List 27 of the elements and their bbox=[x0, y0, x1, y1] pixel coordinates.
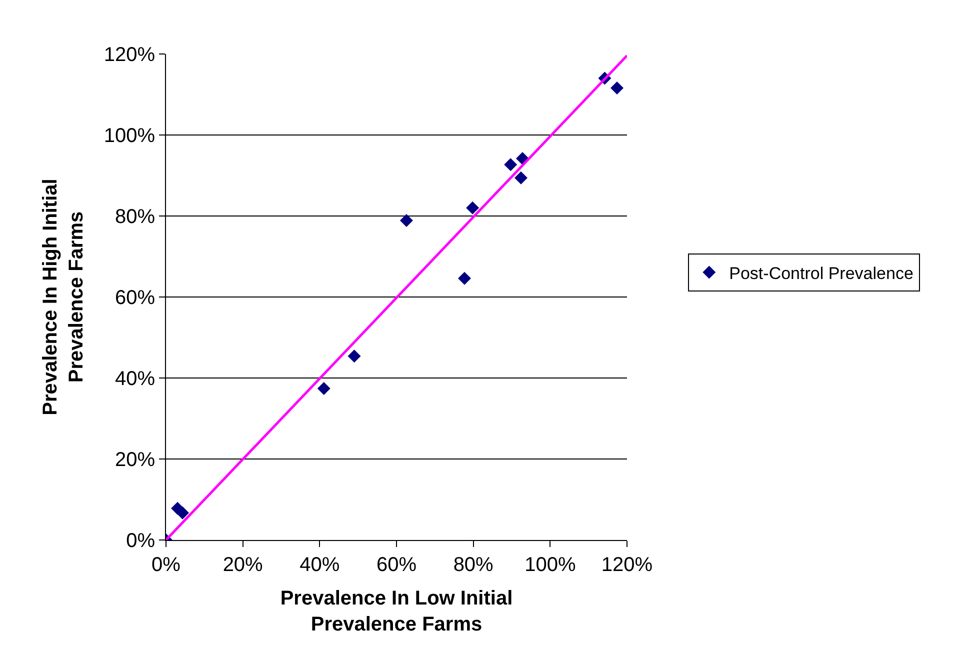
point bbox=[317, 382, 330, 396]
y-tick-label: 40% bbox=[114, 368, 156, 390]
point bbox=[504, 158, 518, 172]
x-tick-label: 100% bbox=[524, 554, 576, 576]
y-tick-label: 20% bbox=[114, 449, 156, 471]
x-axis-title: Prevalence In Low Initial Prevalence Farms bbox=[280, 588, 513, 636]
point bbox=[466, 201, 480, 214]
point bbox=[514, 171, 528, 184]
y-tick-label: 80% bbox=[114, 206, 156, 228]
x-tick-label: 120% bbox=[601, 554, 653, 576]
point bbox=[348, 350, 361, 363]
x-tick-label: 40% bbox=[300, 554, 340, 576]
y-tick-label: 100% bbox=[104, 125, 156, 147]
point bbox=[176, 506, 190, 520]
y-tick-label: 120% bbox=[104, 44, 156, 66]
x-tick-label: 0% bbox=[152, 554, 181, 576]
point bbox=[610, 82, 624, 95]
x-tick-label: 20% bbox=[222, 554, 264, 576]
y-axis-title: Prevalence In High Initial Prevalence Farms bbox=[39, 178, 88, 416]
point bbox=[458, 272, 471, 285]
x-tick-label: 80% bbox=[453, 554, 494, 576]
y-tick-label: 0% bbox=[126, 530, 156, 552]
legend-label: Post-Control Prevalence bbox=[729, 264, 914, 283]
point bbox=[516, 152, 529, 165]
point bbox=[400, 214, 413, 227]
x-tick-label: 60% bbox=[376, 554, 417, 576]
y-tick-label: 60% bbox=[114, 287, 156, 309]
